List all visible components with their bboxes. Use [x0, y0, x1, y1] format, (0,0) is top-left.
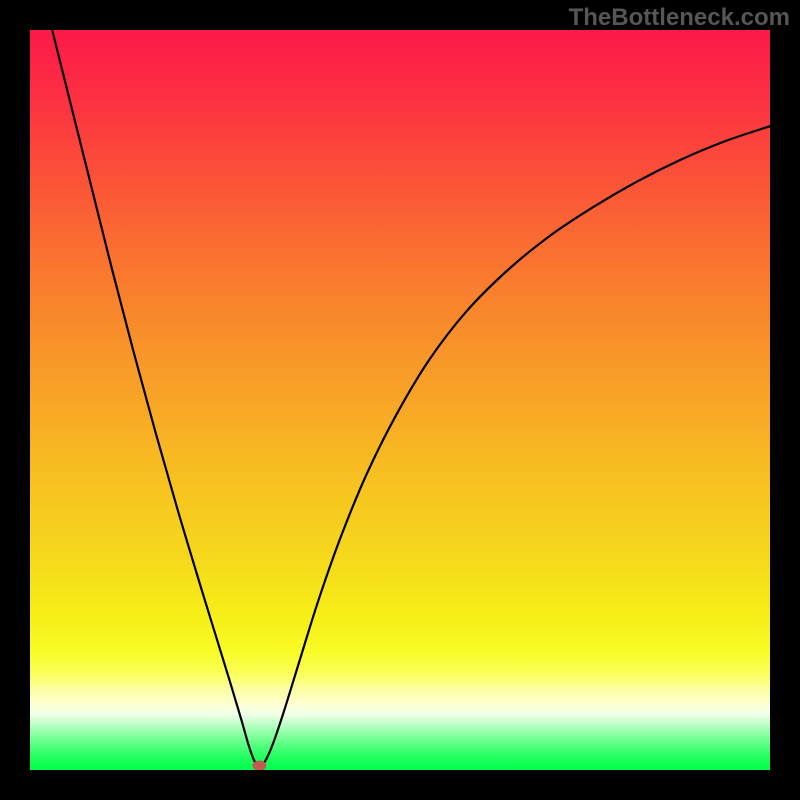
- chart-svg: [30, 30, 770, 770]
- chart-outer-frame: TheBottleneck.com: [0, 0, 800, 800]
- chart-plot-area: [30, 30, 770, 770]
- chart-background: [30, 30, 770, 770]
- watermark-text: TheBottleneck.com: [569, 4, 790, 32]
